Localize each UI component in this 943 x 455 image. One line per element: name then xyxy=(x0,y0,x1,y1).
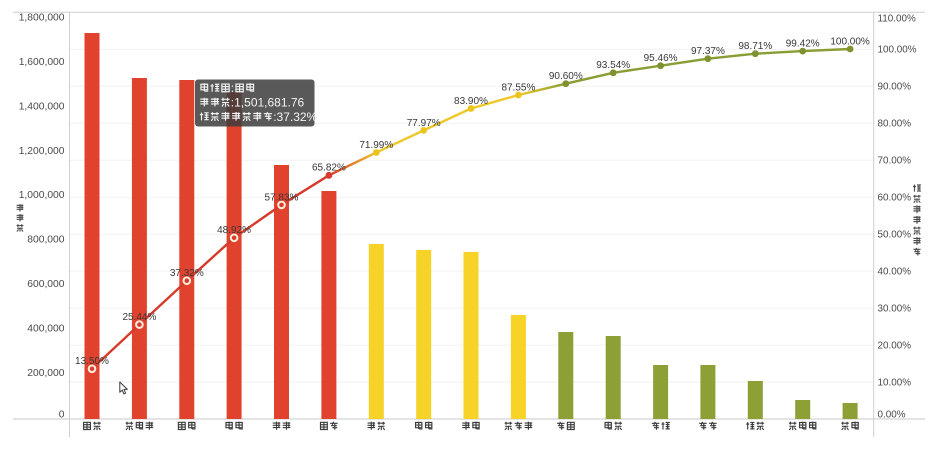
svg-text:30.00%: 30.00% xyxy=(878,303,912,314)
svg-text:93.54%: 93.54% xyxy=(596,60,630,71)
svg-text:48.92%: 48.92% xyxy=(217,225,251,236)
svg-text:110.00%: 110.00% xyxy=(878,14,916,25)
svg-text::: : xyxy=(231,81,234,95)
svg-text:71.99%: 71.99% xyxy=(359,140,393,151)
svg-text:77.97%: 77.97% xyxy=(407,118,441,129)
svg-text:25.44%: 25.44% xyxy=(122,312,156,323)
svg-text:95.46%: 95.46% xyxy=(644,53,678,64)
svg-text::37.32%: :37.32% xyxy=(273,110,317,124)
svg-text:600,000: 600,000 xyxy=(27,279,64,290)
svg-text::1,501,681.76: :1,501,681.76 xyxy=(231,96,305,110)
svg-text:13.50%: 13.50% xyxy=(75,356,109,367)
svg-text:97.37%: 97.37% xyxy=(691,46,725,57)
svg-text:1,000,000: 1,000,000 xyxy=(19,190,65,201)
svg-text:1,600,000: 1,600,000 xyxy=(19,57,65,68)
svg-text:100.00%: 100.00% xyxy=(878,45,917,56)
svg-text:200,000: 200,000 xyxy=(27,368,64,379)
svg-text:65.82%: 65.82% xyxy=(312,163,346,174)
svg-text:0.00%: 0.00% xyxy=(878,409,906,420)
svg-text:90.00%: 90.00% xyxy=(878,82,912,93)
svg-text:90.60%: 90.60% xyxy=(549,71,583,82)
svg-text:800,000: 800,000 xyxy=(27,235,64,246)
svg-text:0: 0 xyxy=(59,410,65,421)
svg-text:400,000: 400,000 xyxy=(27,324,64,335)
svg-text:20.00%: 20.00% xyxy=(878,340,912,351)
svg-text:1,200,000: 1,200,000 xyxy=(19,146,65,157)
svg-text:83.90%: 83.90% xyxy=(454,96,488,107)
svg-text:60.00%: 60.00% xyxy=(878,193,912,204)
svg-text:1,800,000: 1,800,000 xyxy=(19,13,65,24)
svg-text:10.00%: 10.00% xyxy=(878,377,912,388)
svg-text:100.00%: 100.00% xyxy=(830,36,870,47)
svg-text:57.83%: 57.83% xyxy=(265,192,299,203)
svg-text:70.00%: 70.00% xyxy=(878,156,912,167)
svg-text:1,400,000: 1,400,000 xyxy=(19,101,65,112)
svg-text:80.00%: 80.00% xyxy=(878,119,912,130)
svg-text:87.55%: 87.55% xyxy=(501,82,535,93)
svg-text:50.00%: 50.00% xyxy=(878,229,912,240)
svg-text:40.00%: 40.00% xyxy=(878,266,912,277)
svg-text:99.42%: 99.42% xyxy=(786,39,820,50)
svg-text:98.71%: 98.71% xyxy=(738,41,772,52)
svg-text:37.32%: 37.32% xyxy=(170,268,204,279)
